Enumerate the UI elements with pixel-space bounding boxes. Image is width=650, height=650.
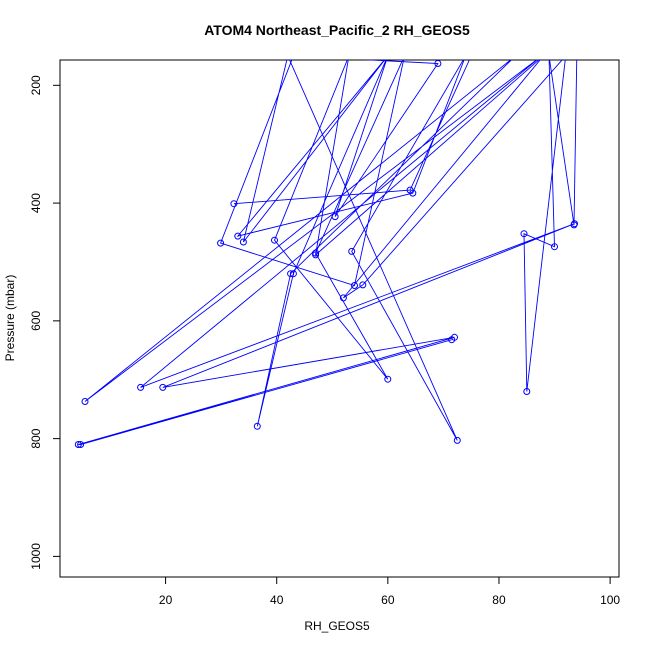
series-line [78, 60, 578, 445]
x-tick-label: 60 [381, 593, 395, 607]
y-tick-label: 800 [29, 428, 43, 448]
data-point [384, 375, 392, 383]
data-point [287, 270, 295, 278]
data-point [230, 200, 238, 208]
data-point [331, 213, 339, 221]
data-point [571, 220, 578, 228]
y-axis: 200 400 600 800 1000 [29, 75, 60, 570]
plot-area [74, 60, 578, 448]
y-tick-label: 600 [29, 311, 43, 331]
x-tick-label: 100 [600, 593, 620, 607]
data-point [453, 436, 461, 444]
y-axis-label: Pressure (mbar) [3, 275, 17, 362]
data-point [81, 398, 89, 405]
data-point [434, 60, 442, 67]
x-axis: 20 40 60 80 100 [159, 577, 620, 607]
data-point [217, 239, 225, 247]
y-tick-label: 1000 [29, 543, 43, 570]
data-point [159, 383, 167, 391]
data-point [312, 249, 320, 257]
data-point [359, 281, 367, 289]
data-point [520, 230, 528, 238]
x-tick-label: 20 [159, 593, 173, 607]
data-point [348, 247, 356, 255]
data-point [351, 282, 358, 289]
y-tick-label: 200 [29, 75, 43, 95]
data-point [339, 294, 347, 302]
data-point [271, 236, 278, 244]
data-point [137, 383, 145, 391]
data-point [448, 336, 456, 344]
plot-frame [59, 59, 620, 578]
data-point [77, 441, 85, 448]
data-point [523, 388, 531, 395]
data-point [409, 189, 417, 197]
data-point [239, 238, 247, 246]
data-point [234, 232, 242, 240]
y-tick-label: 400 [29, 193, 43, 213]
x-axis-label: RH_GEOS5 [304, 619, 370, 633]
data-point [74, 441, 82, 448]
x-tick-label: 80 [492, 593, 506, 607]
data-point [253, 422, 261, 430]
data-point [551, 243, 558, 251]
x-tick-label: 40 [270, 593, 284, 607]
chart-title: ATOM4 Northeast_Pacific_2 RH_GEOS5 [204, 22, 470, 38]
data-point [289, 270, 297, 278]
